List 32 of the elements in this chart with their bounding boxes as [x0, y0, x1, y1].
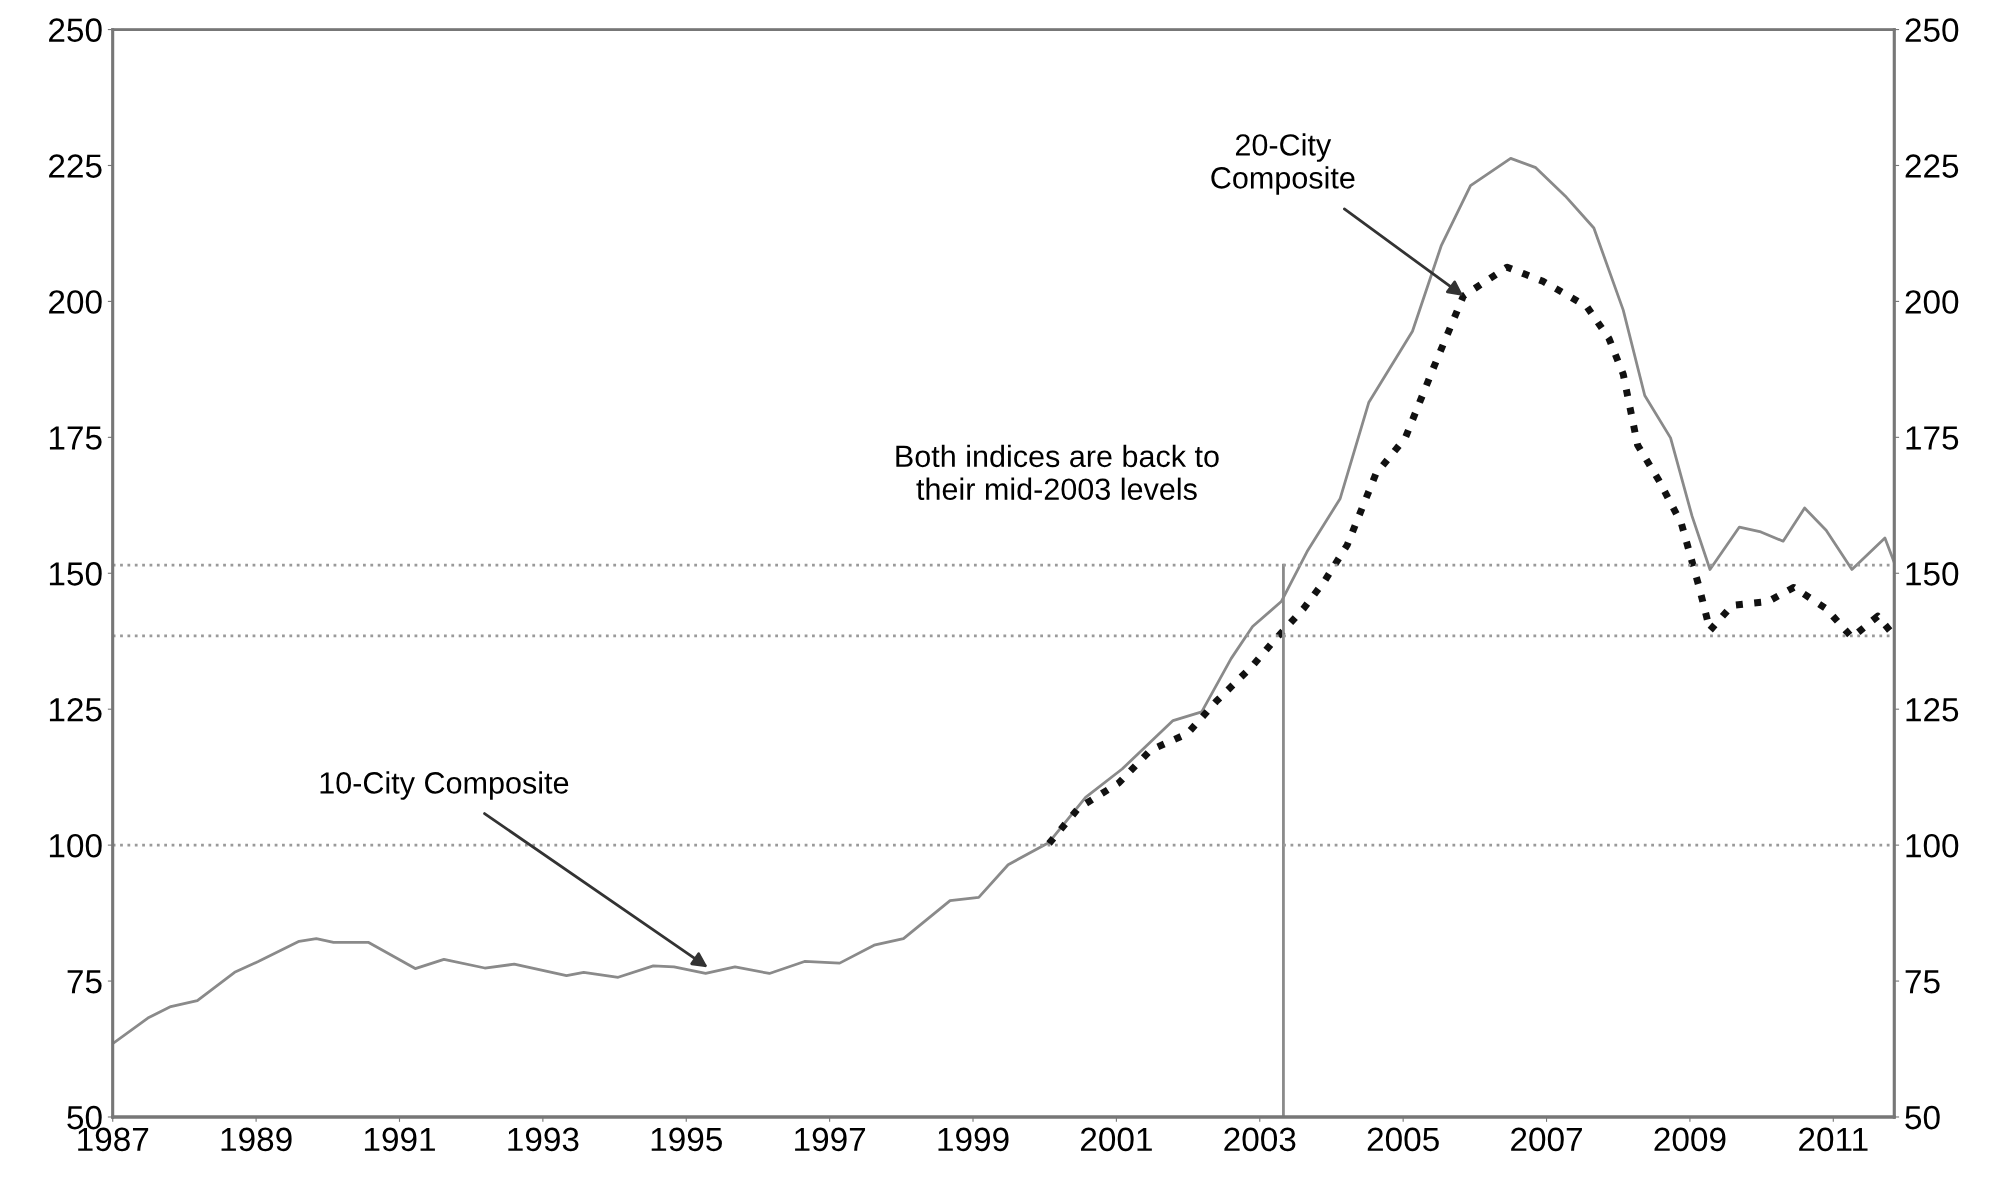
x-tick-label: 2009	[1654, 1127, 1726, 1152]
annotation: 20-City Composite	[1211, 133, 1355, 195]
annotation: 10-City Composite	[320, 771, 569, 800]
y2-tick-label: 150	[1906, 562, 1959, 586]
x-tick-label: 2003	[1224, 1127, 1296, 1152]
y2-tick-label: 75	[1905, 970, 1940, 994]
y2-tick-label: 250	[1905, 18, 1959, 42]
y2-tick-label: 225	[1905, 154, 1959, 178]
y2-tick-label: 200	[1905, 290, 1959, 314]
x-tick-label: 1991	[364, 1127, 435, 1152]
y-tick-label: 225	[49, 154, 102, 178]
x-tick-label: 1999	[938, 1127, 1009, 1152]
x-tick-label: 2011	[1799, 1127, 1868, 1152]
y-tick-label: 75	[67, 970, 102, 994]
y2-tick-label: 50	[1905, 1105, 1940, 1130]
x-tick-label: 2007	[1511, 1127, 1582, 1152]
y-tick-label: 100	[49, 833, 102, 858]
y-tick-label: 150	[49, 562, 102, 586]
x-tick-label: 1997	[795, 1127, 866, 1152]
y-tick-label: 200	[49, 290, 102, 314]
y2-tick-label: 125	[1906, 698, 1959, 722]
y2-tick-label: 175	[1906, 426, 1959, 450]
y2-tick-label: 100	[1906, 833, 1959, 858]
y-tick-label: 250	[49, 18, 102, 42]
x-tick-label: 1993	[508, 1127, 579, 1152]
x-tick-label: 2005	[1367, 1127, 1439, 1152]
y-tick-label: 175	[49, 426, 102, 450]
x-tick-label: 1989	[221, 1127, 292, 1152]
y-tick-label: 125	[49, 698, 102, 722]
x-tick-label: 2001	[1081, 1127, 1152, 1152]
x-tick-label: 1995	[651, 1127, 722, 1152]
annotation: Both indices are back to their mid-2003 levels	[896, 444, 1219, 501]
